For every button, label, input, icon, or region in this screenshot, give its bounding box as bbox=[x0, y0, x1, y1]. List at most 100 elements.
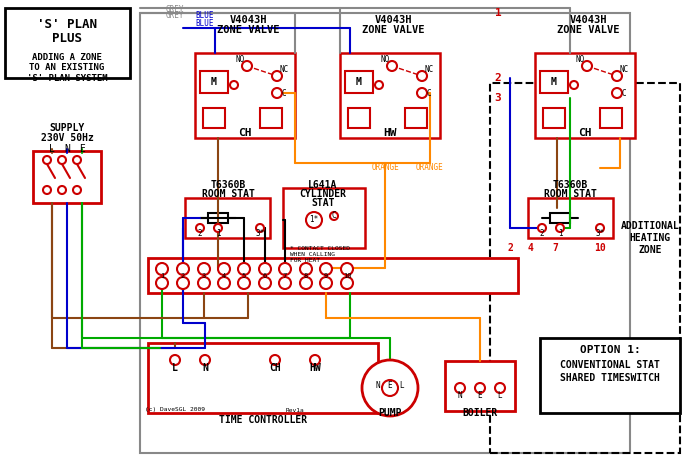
Text: C: C bbox=[332, 212, 336, 220]
Text: NO: NO bbox=[235, 54, 245, 64]
Circle shape bbox=[58, 186, 66, 194]
Text: ZONE VALVE: ZONE VALVE bbox=[217, 25, 279, 35]
Bar bbox=[340, 53, 440, 138]
Bar bbox=[208, 213, 228, 223]
Text: L: L bbox=[497, 392, 502, 401]
Circle shape bbox=[341, 263, 353, 275]
Bar bbox=[203, 108, 225, 128]
Text: N: N bbox=[202, 363, 208, 373]
Circle shape bbox=[200, 355, 210, 365]
Circle shape bbox=[177, 277, 189, 289]
Text: NC: NC bbox=[424, 66, 433, 74]
Bar bbox=[540, 71, 568, 93]
Text: 1: 1 bbox=[216, 229, 220, 239]
Circle shape bbox=[259, 277, 271, 289]
Text: TIME CONTROLLER: TIME CONTROLLER bbox=[219, 415, 307, 425]
Circle shape bbox=[43, 156, 51, 164]
Bar bbox=[490, 83, 680, 453]
Bar bbox=[140, 13, 630, 453]
Circle shape bbox=[538, 224, 546, 232]
Text: T6360B: T6360B bbox=[553, 180, 588, 190]
Text: 230V 50Hz: 230V 50Hz bbox=[41, 133, 93, 143]
Text: ROOM STAT: ROOM STAT bbox=[544, 189, 596, 199]
Circle shape bbox=[612, 71, 622, 81]
Bar bbox=[148, 258, 518, 293]
Circle shape bbox=[320, 277, 332, 289]
Text: HW: HW bbox=[383, 128, 397, 138]
Circle shape bbox=[196, 224, 204, 232]
Text: 9: 9 bbox=[324, 273, 328, 279]
Text: 2: 2 bbox=[198, 229, 202, 239]
Circle shape bbox=[300, 277, 312, 289]
Circle shape bbox=[238, 277, 250, 289]
Text: GREY: GREY bbox=[166, 6, 184, 15]
Text: ZONE VALVE: ZONE VALVE bbox=[362, 25, 424, 35]
Text: 2: 2 bbox=[507, 243, 513, 253]
Text: CYLINDER: CYLINDER bbox=[299, 189, 346, 199]
Text: ZONE VALVE: ZONE VALVE bbox=[557, 25, 619, 35]
Circle shape bbox=[198, 263, 210, 275]
Text: 7: 7 bbox=[283, 273, 287, 279]
Text: V4043H: V4043H bbox=[229, 15, 267, 25]
Bar bbox=[405, 108, 427, 128]
Text: ADDING A ZONE
TO AN EXISTING
'S' PLAN SYSTEM: ADDING A ZONE TO AN EXISTING 'S' PLAN SY… bbox=[27, 53, 108, 83]
Bar bbox=[5, 8, 130, 78]
Text: PUMP: PUMP bbox=[378, 408, 402, 418]
Text: 3*: 3* bbox=[255, 229, 265, 239]
Bar bbox=[550, 213, 570, 223]
Text: 1: 1 bbox=[558, 229, 562, 239]
Bar bbox=[200, 71, 228, 93]
Text: SUPPLY: SUPPLY bbox=[50, 123, 85, 133]
Bar bbox=[33, 151, 101, 203]
Text: C: C bbox=[426, 88, 431, 97]
Text: GREY: GREY bbox=[166, 12, 184, 21]
Text: 2: 2 bbox=[181, 273, 185, 279]
Text: V4043H: V4043H bbox=[374, 15, 412, 25]
Circle shape bbox=[272, 88, 282, 98]
Text: 3*: 3* bbox=[595, 229, 604, 239]
Circle shape bbox=[320, 263, 332, 275]
Circle shape bbox=[230, 81, 238, 89]
Text: SHARED TIMESWITCH: SHARED TIMESWITCH bbox=[560, 373, 660, 383]
Text: 2: 2 bbox=[540, 229, 544, 239]
Text: N: N bbox=[457, 392, 462, 401]
Text: BLUE: BLUE bbox=[196, 12, 215, 21]
Circle shape bbox=[279, 277, 291, 289]
Bar bbox=[283, 188, 365, 248]
Bar bbox=[543, 108, 565, 128]
Text: L: L bbox=[49, 144, 55, 154]
Circle shape bbox=[242, 61, 252, 71]
Text: M: M bbox=[551, 77, 557, 87]
Circle shape bbox=[43, 186, 51, 194]
Text: HW: HW bbox=[309, 363, 321, 373]
Text: ORANGE: ORANGE bbox=[416, 163, 444, 173]
Text: 4: 4 bbox=[222, 273, 226, 279]
Bar bbox=[185, 198, 270, 238]
Text: NO: NO bbox=[575, 54, 584, 64]
Text: 6: 6 bbox=[263, 273, 267, 279]
Circle shape bbox=[582, 61, 592, 71]
Text: CH: CH bbox=[578, 128, 592, 138]
Circle shape bbox=[218, 263, 230, 275]
Circle shape bbox=[256, 224, 264, 232]
Text: ADDITIONAL
HEATING
ZONE: ADDITIONAL HEATING ZONE bbox=[620, 221, 680, 255]
Circle shape bbox=[156, 277, 168, 289]
Bar bbox=[445, 361, 515, 411]
Circle shape bbox=[310, 355, 320, 365]
Circle shape bbox=[279, 263, 291, 275]
Text: 'S' PLAN: 'S' PLAN bbox=[37, 19, 97, 31]
Circle shape bbox=[330, 212, 338, 220]
Circle shape bbox=[387, 61, 397, 71]
Text: 7: 7 bbox=[552, 243, 558, 253]
Text: NC: NC bbox=[620, 66, 629, 74]
Circle shape bbox=[73, 156, 81, 164]
Text: Rev1a: Rev1a bbox=[286, 408, 304, 412]
Circle shape bbox=[495, 383, 505, 393]
Text: C: C bbox=[622, 88, 627, 97]
Text: 1: 1 bbox=[160, 273, 164, 279]
Circle shape bbox=[596, 224, 604, 232]
Text: NO: NO bbox=[380, 54, 390, 64]
Text: 10: 10 bbox=[594, 243, 606, 253]
Bar bbox=[535, 53, 635, 138]
Text: M: M bbox=[211, 77, 217, 87]
